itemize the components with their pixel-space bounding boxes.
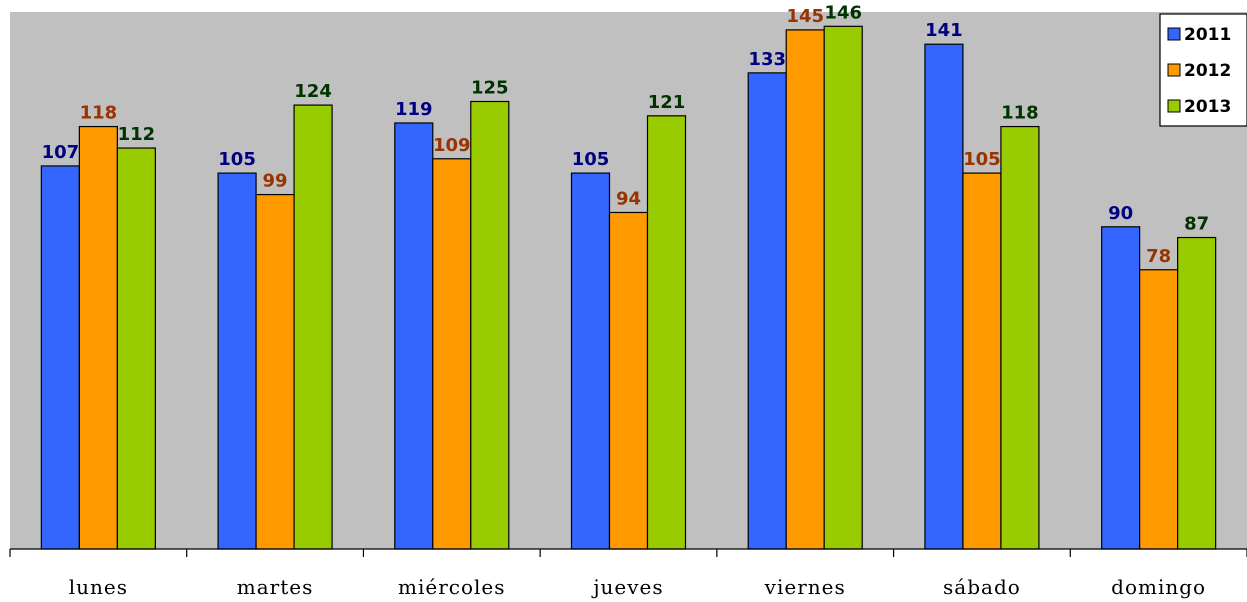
bar-jueves-2012 (608, 211, 649, 550)
value-label-lunes-2012: 118 (80, 103, 118, 124)
x-tick-label-martes: martes (237, 575, 314, 599)
value-label-martes-2012: 99 (263, 171, 288, 192)
legend-label-2013: 2013 (1184, 97, 1231, 117)
x-axis: lunes martes miércoles jueves viernes sábado d… (9, 548, 1247, 599)
x-tick-label-jueves: jueves (591, 575, 663, 599)
value-label-sábado-2011: 141 (925, 20, 963, 41)
bar-domingo-2011 (1101, 226, 1141, 550)
x-tick-label-domingo: domingo (1111, 575, 1206, 599)
value-label-viernes-2011: 133 (748, 49, 786, 70)
legend-swatch-2012 (1167, 63, 1181, 77)
value-label-jueves-2011: 105 (572, 149, 610, 170)
bar-miércoles-2011 (394, 122, 434, 550)
bar-lunes-2012 (78, 125, 118, 550)
x-tick-label-lunes: lunes (69, 575, 128, 599)
value-label-miércoles-2013: 125 (471, 78, 509, 99)
value-label-miércoles-2012: 109 (433, 135, 471, 156)
value-label-jueves-2013: 121 (648, 92, 686, 113)
value-label-lunes-2013: 112 (118, 124, 156, 145)
value-label-domingo-2012: 78 (1146, 246, 1171, 267)
bar-jueves-2013 (646, 115, 687, 550)
value-label-domingo-2013: 87 (1184, 214, 1209, 235)
x-tick-label-viernes: viernes (764, 575, 846, 599)
value-label-sábado-2012: 105 (963, 149, 1001, 170)
bar-domingo-2013 (1177, 236, 1217, 550)
value-label-viernes-2012: 145 (786, 6, 824, 27)
bar-lunes-2011 (40, 165, 80, 550)
value-labels-layer: 1071181121059912411910912510594121133145… (42, 2, 1210, 266)
bar-martes-2011 (217, 172, 257, 550)
bar-martes-2012 (255, 193, 295, 550)
bar-sábado-2013 (1000, 125, 1040, 550)
legend: 2011 2012 2013 (1159, 13, 1247, 127)
bar-viernes-2011 (747, 72, 787, 550)
bar-lunes-2013 (116, 147, 156, 550)
value-label-martes-2013: 124 (294, 81, 332, 102)
x-tick-label-miércoles: miércoles (398, 575, 506, 599)
legend-swatch-2013 (1167, 99, 1181, 113)
bar-martes-2013 (293, 104, 333, 550)
bar-domingo-2012 (1139, 269, 1179, 550)
x-tick-label-sábado: sábado (943, 575, 1021, 599)
value-label-jueves-2012: 94 (616, 188, 641, 209)
value-label-miércoles-2011: 119 (395, 99, 433, 120)
value-label-martes-2011: 105 (218, 149, 256, 170)
bar-viernes-2013 (823, 25, 863, 550)
value-label-lunes-2011: 107 (42, 142, 80, 163)
legend-label-2012: 2012 (1184, 61, 1231, 81)
bar-jueves-2011 (570, 172, 611, 550)
bar-sábado-2011 (924, 43, 964, 550)
bars-layer (40, 25, 1217, 550)
value-label-sábado-2013: 118 (1001, 103, 1039, 124)
value-label-domingo-2011: 90 (1108, 203, 1133, 224)
legend-swatch-2011 (1167, 27, 1181, 41)
bar-viernes-2012 (785, 29, 825, 550)
bar-sábado-2012 (962, 172, 1002, 550)
bar-miércoles-2012 (432, 158, 472, 550)
value-label-viernes-2013: 146 (824, 2, 862, 23)
bar-miércoles-2013 (470, 100, 510, 550)
legend-label-2011: 2011 (1184, 25, 1231, 45)
